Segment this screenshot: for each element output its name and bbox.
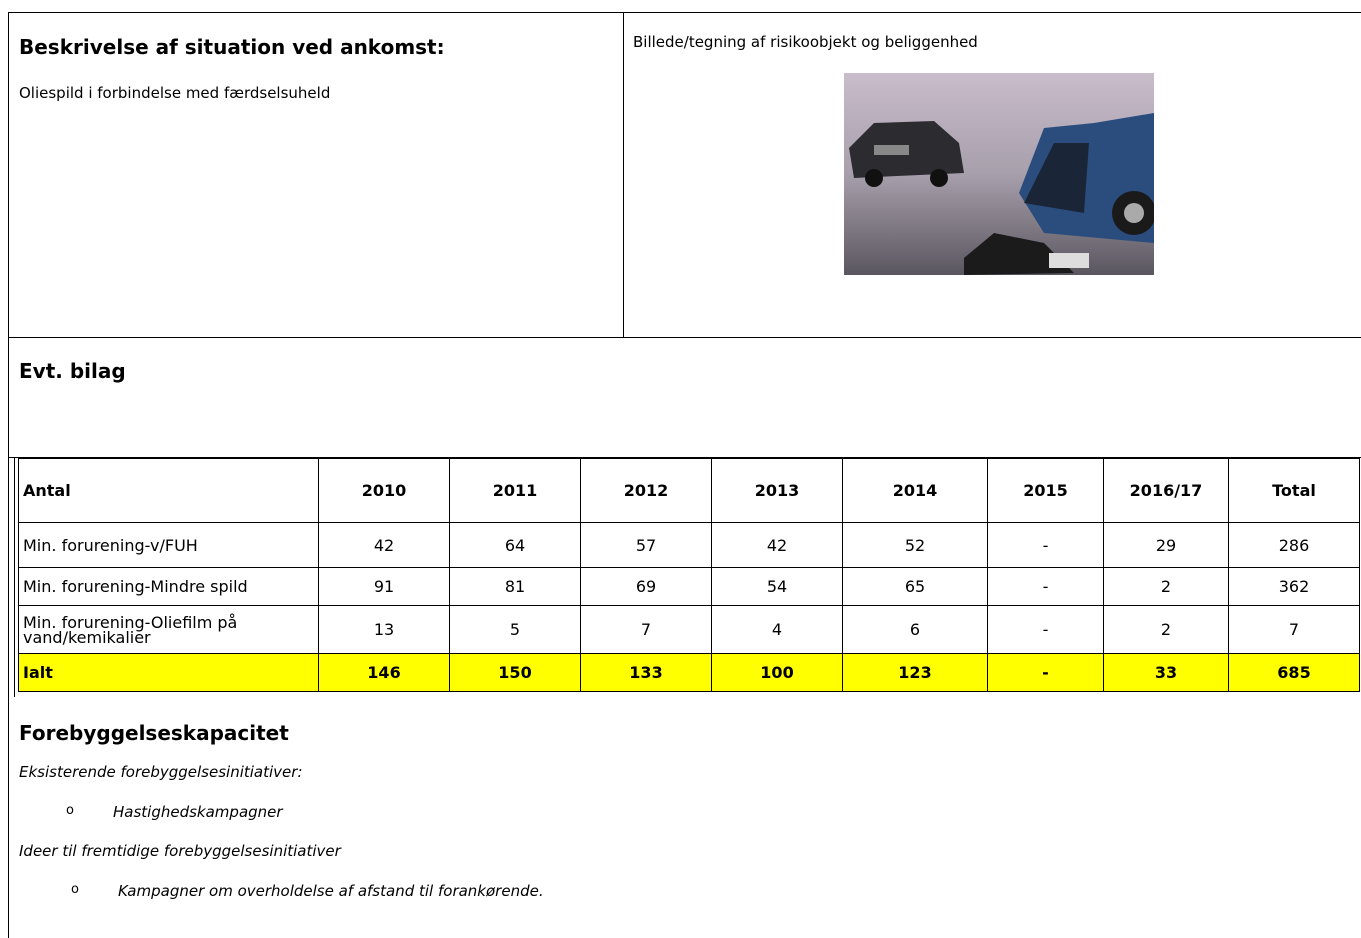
table-cell: 64 bbox=[450, 523, 581, 568]
table-cell: 65 bbox=[843, 568, 988, 606]
table-cell: 2014 bbox=[843, 459, 988, 523]
table-cell: Ialt bbox=[19, 654, 319, 692]
table-cell: 4 bbox=[712, 606, 843, 654]
table-cell: 133 bbox=[581, 654, 712, 692]
table-cell: 29 bbox=[1104, 523, 1229, 568]
table-cell: 100 bbox=[712, 654, 843, 692]
table-cell: - bbox=[988, 654, 1104, 692]
table-cell: 2013 bbox=[712, 459, 843, 523]
table-cell: - bbox=[988, 523, 1104, 568]
picture-caption: Billede/tegning af risikoobjekt og belig… bbox=[633, 33, 978, 51]
situation-text: Oliespild i forbindelse med færdselsuhel… bbox=[19, 84, 330, 102]
table-cell: 2012 bbox=[581, 459, 712, 523]
table-cell: 7 bbox=[581, 606, 712, 654]
border bbox=[623, 12, 624, 337]
table-cell: 146 bbox=[319, 654, 450, 692]
table-cell: 2 bbox=[1104, 568, 1229, 606]
table-cell: Total bbox=[1229, 459, 1360, 523]
existing-label: Eksisterende forebyggelsesinitiativer: bbox=[19, 763, 303, 781]
table-cell: 123 bbox=[843, 654, 988, 692]
table-cell: 42 bbox=[319, 523, 450, 568]
accident-photo bbox=[844, 73, 1154, 275]
table-cell: Min. forurening-Mindre spild bbox=[19, 568, 319, 606]
table-cell: Min. forurening-v/FUH bbox=[19, 523, 319, 568]
situation-title: Beskrivelse af situation ved ankomst: bbox=[19, 35, 445, 59]
list-item: Hastighedskampagner bbox=[113, 803, 283, 821]
table-cell: 91 bbox=[319, 568, 450, 606]
table-cell: 81 bbox=[450, 568, 581, 606]
border bbox=[8, 12, 1361, 13]
table-cell: 2010 bbox=[319, 459, 450, 523]
table-cell: 52 bbox=[843, 523, 988, 568]
attachments-title: Evt. bilag bbox=[19, 359, 126, 383]
table-cell: 33 bbox=[1104, 654, 1229, 692]
table-cell: 2015 bbox=[988, 459, 1104, 523]
ideas-list: Kampagner om overholdelse af afstand til… bbox=[118, 882, 544, 900]
table-cell: Antal bbox=[19, 459, 319, 523]
prevention-title: Forebyggelseskapacitet bbox=[19, 721, 289, 745]
list-item: Kampagner om overholdelse af afstand til… bbox=[118, 882, 544, 900]
table-cell: 362 bbox=[1229, 568, 1360, 606]
table-cell: 7 bbox=[1229, 606, 1360, 654]
table-cell: 69 bbox=[581, 568, 712, 606]
border bbox=[14, 457, 15, 697]
existing-list: Hastighedskampagner bbox=[113, 803, 283, 821]
table-cell: 2011 bbox=[450, 459, 581, 523]
table-cell: 5 bbox=[450, 606, 581, 654]
table-cell: 57 bbox=[581, 523, 712, 568]
table-cell: 54 bbox=[712, 568, 843, 606]
table-cell: 2 bbox=[1104, 606, 1229, 654]
table-cell: 13 bbox=[319, 606, 450, 654]
table-cell: 42 bbox=[712, 523, 843, 568]
table-row: Min. forurening-Oliefilm på vand/kemikal… bbox=[19, 606, 1360, 654]
table-cell: 2016/17 bbox=[1104, 459, 1229, 523]
ideas-label: Ideer til fremtidige forebyggelsesinitia… bbox=[19, 842, 341, 860]
table-cell: 6 bbox=[843, 606, 988, 654]
table-cell: - bbox=[988, 568, 1104, 606]
table-cell: Min. forurening-Oliefilm på vand/kemikal… bbox=[19, 606, 319, 654]
border bbox=[8, 12, 9, 938]
table-cell: - bbox=[988, 606, 1104, 654]
table-cell: 150 bbox=[450, 654, 581, 692]
table-cell: 685 bbox=[1229, 654, 1360, 692]
page: Beskrivelse af situation ved ankomst: Ol… bbox=[0, 0, 1361, 938]
border bbox=[8, 337, 1361, 338]
table-cell: 286 bbox=[1229, 523, 1360, 568]
